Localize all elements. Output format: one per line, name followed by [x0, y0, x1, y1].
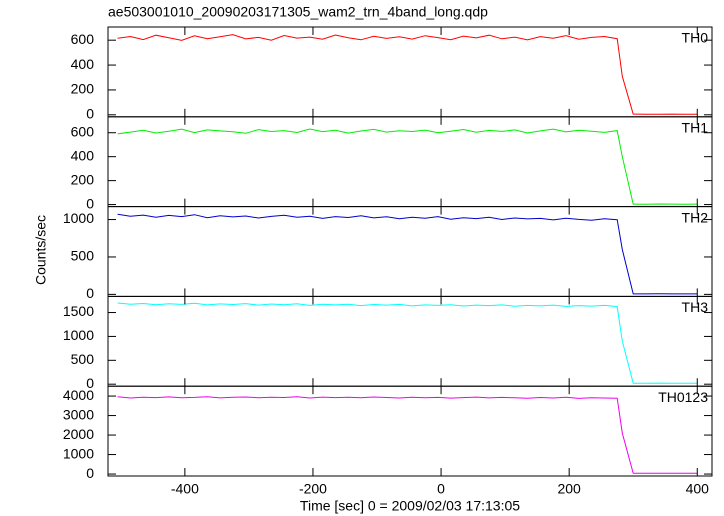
y-tick-label: 2000 [63, 426, 94, 442]
y-tick-label: 0 [86, 106, 94, 122]
x-tick-label: 200 [557, 481, 581, 497]
x-tick-label: -200 [299, 481, 327, 497]
y-tick-label: 200 [71, 81, 95, 97]
x-tick-label: 400 [686, 481, 710, 497]
y-tick-label: 1000 [63, 445, 94, 461]
data-line [117, 396, 698, 474]
y-tick-label: 1000 [63, 210, 94, 226]
panel-frame [107, 116, 713, 208]
panel-frame [107, 295, 713, 387]
panel-frame [107, 385, 713, 477]
panel-frame [107, 206, 713, 297]
chart-title: ae503001010_20090203171305_wam2_trn_4ban… [108, 4, 488, 20]
y-tick-label: 0 [86, 195, 94, 211]
data-line [117, 213, 698, 295]
y-tick-label: 600 [71, 31, 95, 47]
panel-label: TH1 [682, 120, 709, 136]
y-axis-label: Counts/sec [33, 215, 49, 285]
panel-label: TH2 [682, 209, 709, 225]
y-tick-label: 0 [86, 465, 94, 481]
y-tick-label: 3000 [63, 406, 94, 422]
data-line [117, 128, 698, 205]
data-line [117, 34, 698, 115]
y-tick-label: 600 [71, 123, 95, 139]
y-tick-label: 400 [71, 56, 95, 72]
y-tick-label: 500 [71, 351, 95, 367]
y-tick-label: 400 [71, 147, 95, 163]
y-tick-label: 0 [86, 375, 94, 391]
panel-label: TH0 [682, 30, 709, 46]
y-tick-label: 0 [86, 285, 94, 301]
y-tick-label: 500 [71, 248, 95, 264]
x-tick-label: 0 [437, 481, 445, 497]
panel-label: TH0123 [658, 389, 708, 405]
y-tick-label: 200 [71, 171, 95, 187]
y-tick-label: 4000 [63, 387, 94, 403]
x-tick-label: -400 [171, 481, 199, 497]
y-tick-label: 1000 [63, 327, 94, 343]
x-axis-label: Time [sec] 0 = 2009/02/03 17:13:05 [300, 498, 520, 514]
panel-label: TH3 [682, 299, 709, 315]
data-line [117, 302, 698, 384]
y-tick-label: 1500 [63, 303, 94, 319]
